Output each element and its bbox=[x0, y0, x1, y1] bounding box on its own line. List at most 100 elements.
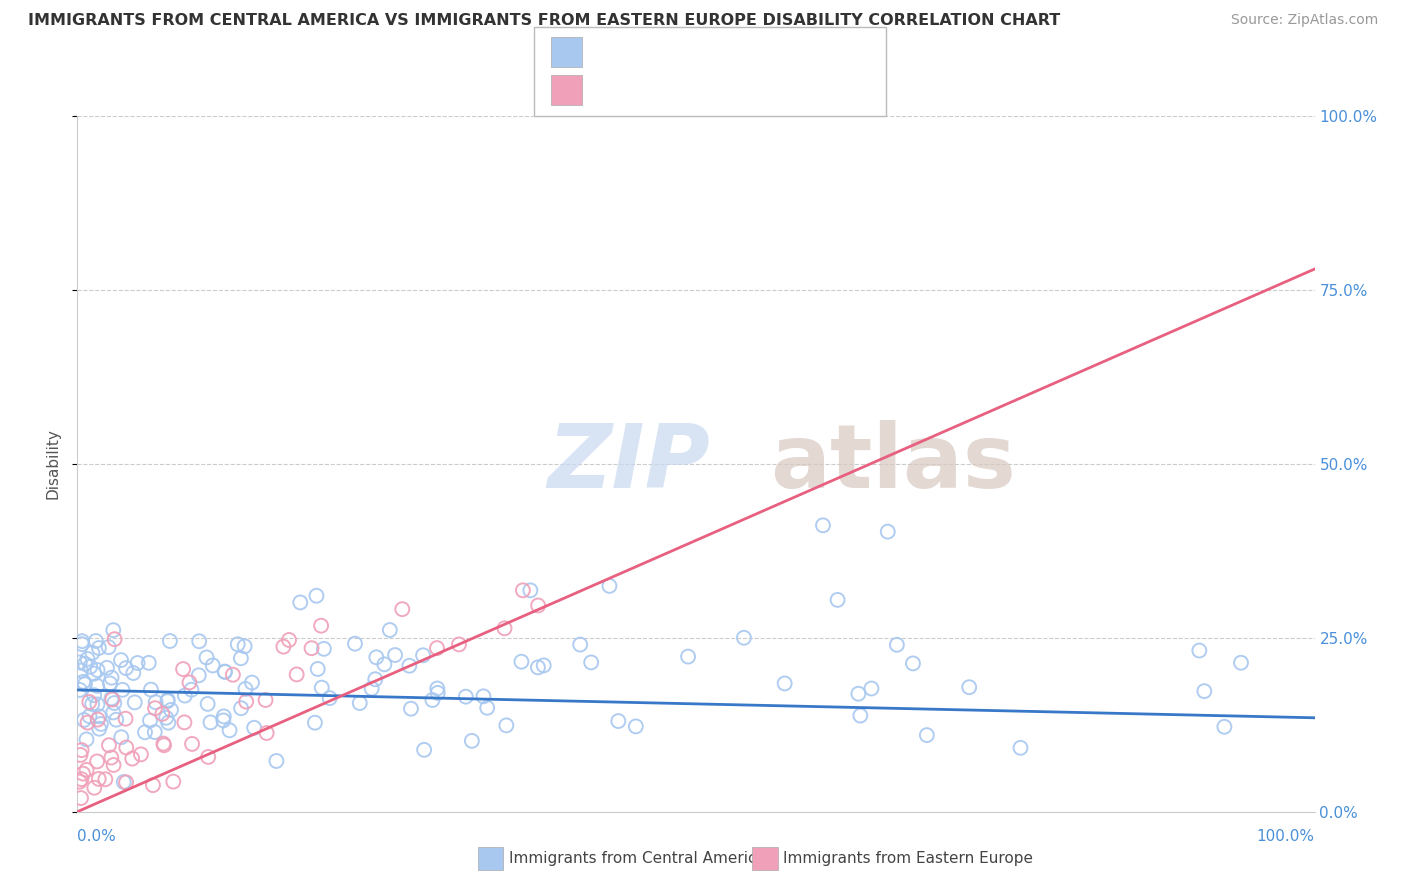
Point bbox=[311, 681, 333, 695]
Point bbox=[477, 700, 499, 714]
Point bbox=[494, 621, 516, 635]
Text: 52: 52 bbox=[737, 80, 759, 98]
Text: R =: R = bbox=[593, 42, 633, 60]
Point bbox=[96, 661, 118, 675]
Point bbox=[957, 680, 980, 694]
Point bbox=[86, 679, 108, 693]
Point bbox=[235, 681, 257, 696]
Point bbox=[533, 658, 555, 673]
Point bbox=[569, 638, 592, 652]
Point bbox=[426, 686, 449, 700]
Point bbox=[1230, 656, 1253, 670]
Point bbox=[100, 671, 122, 685]
Point bbox=[214, 665, 236, 679]
Point bbox=[512, 583, 534, 598]
Point bbox=[579, 656, 602, 670]
Point bbox=[110, 730, 132, 744]
Point bbox=[343, 637, 366, 651]
Point bbox=[127, 656, 149, 670]
Point bbox=[733, 631, 755, 645]
Text: N =: N = bbox=[700, 42, 740, 60]
Point bbox=[76, 715, 98, 730]
Point bbox=[447, 637, 470, 651]
Point bbox=[139, 714, 162, 728]
Point bbox=[915, 728, 938, 742]
Point bbox=[83, 780, 105, 795]
Point bbox=[172, 662, 194, 676]
Point bbox=[69, 664, 91, 678]
Point bbox=[103, 706, 125, 720]
Point bbox=[278, 632, 301, 647]
Text: 129: 129 bbox=[737, 42, 770, 60]
Text: -0.106: -0.106 bbox=[630, 42, 688, 60]
Point bbox=[69, 656, 91, 670]
Point bbox=[181, 737, 204, 751]
Point bbox=[90, 717, 112, 731]
Point bbox=[98, 676, 121, 690]
Point bbox=[290, 595, 312, 609]
Point bbox=[79, 695, 101, 709]
Point bbox=[70, 634, 93, 648]
Point bbox=[69, 747, 91, 762]
Point bbox=[160, 703, 183, 717]
Point bbox=[254, 693, 277, 707]
Point bbox=[527, 660, 550, 674]
Point bbox=[101, 692, 124, 706]
Point bbox=[180, 682, 202, 697]
Point bbox=[318, 691, 340, 706]
Point bbox=[83, 688, 105, 702]
Point bbox=[285, 667, 308, 681]
Point bbox=[266, 754, 288, 768]
Point bbox=[876, 524, 898, 539]
Point bbox=[114, 712, 136, 726]
Point bbox=[73, 657, 96, 671]
Point bbox=[399, 701, 422, 715]
Point bbox=[97, 640, 120, 654]
Point bbox=[98, 738, 121, 752]
Point bbox=[412, 648, 434, 663]
Point bbox=[510, 655, 533, 669]
Point bbox=[240, 675, 263, 690]
Point bbox=[142, 778, 165, 792]
Point bbox=[1010, 740, 1032, 755]
Point bbox=[155, 711, 177, 725]
Point bbox=[173, 715, 195, 730]
Y-axis label: Disability: Disability bbox=[45, 428, 60, 500]
Point bbox=[152, 737, 174, 751]
Point bbox=[243, 721, 266, 735]
Text: 0.770: 0.770 bbox=[630, 80, 681, 98]
Text: R =: R = bbox=[593, 80, 633, 98]
Point bbox=[378, 623, 401, 637]
Point bbox=[364, 672, 387, 686]
Point bbox=[84, 634, 107, 648]
Point bbox=[848, 687, 870, 701]
Point bbox=[76, 732, 98, 747]
Point bbox=[307, 662, 329, 676]
Point bbox=[139, 682, 162, 697]
Point bbox=[86, 755, 108, 769]
Point bbox=[86, 698, 108, 712]
Point bbox=[153, 739, 176, 753]
Point bbox=[607, 714, 630, 728]
Point bbox=[122, 666, 145, 681]
Point bbox=[235, 695, 257, 709]
Point bbox=[1194, 684, 1216, 698]
Point bbox=[103, 632, 125, 647]
Point bbox=[162, 774, 184, 789]
Point bbox=[103, 623, 125, 637]
Point bbox=[1188, 643, 1211, 657]
Point bbox=[849, 708, 872, 723]
Point bbox=[229, 651, 252, 665]
Point bbox=[305, 589, 328, 603]
Point bbox=[159, 634, 181, 648]
Point bbox=[69, 682, 91, 697]
Text: Immigrants from Central America: Immigrants from Central America bbox=[509, 851, 766, 866]
Point bbox=[121, 751, 143, 765]
Point bbox=[212, 709, 235, 723]
Point bbox=[773, 676, 796, 690]
Point bbox=[138, 656, 160, 670]
Point bbox=[129, 747, 152, 762]
Point bbox=[384, 648, 406, 662]
Text: Immigrants from Eastern Europe: Immigrants from Eastern Europe bbox=[783, 851, 1033, 866]
Point bbox=[73, 713, 96, 727]
